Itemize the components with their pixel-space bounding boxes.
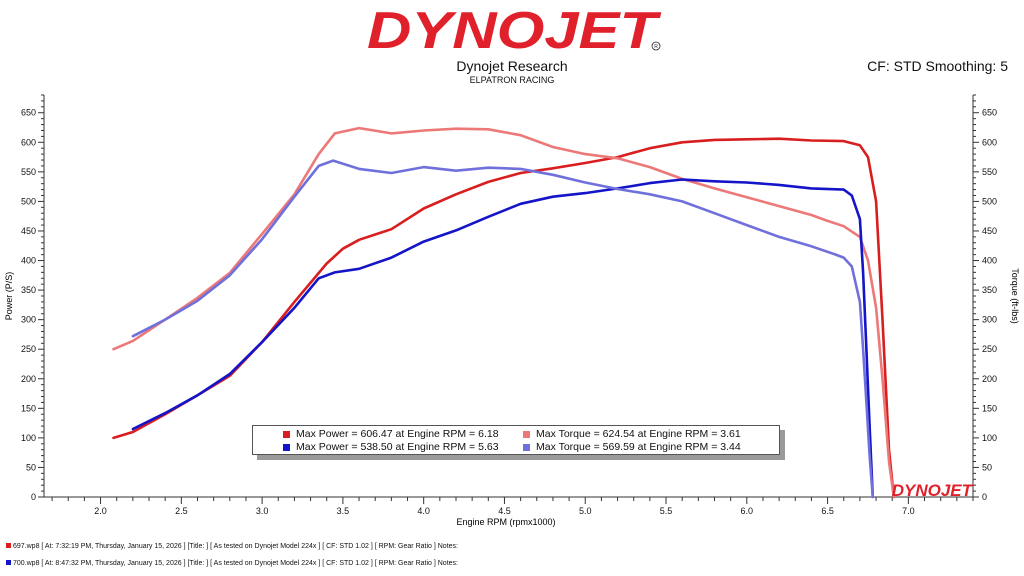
y-tick-label: 550 [21,167,36,177]
y2-tick-label: 300 [982,315,997,325]
series-line-run2-power [131,178,875,499]
logo-text: DYNOJET [367,6,662,56]
legend-label: Max Power = 538.50 at Engine RPM = 5.63 [296,441,499,453]
legend-swatch [283,443,290,451]
y-tick-label: 300 [21,315,36,325]
run-info-text: 700.wp8 [ At: 8:47:32 PM, Thursday, Janu… [13,560,458,567]
y-tick-label: 200 [21,374,36,384]
y2-tick-label: 100 [982,433,997,443]
dynojet-watermark: DYNOJET [892,481,974,500]
y-tick-label: 50 [26,462,36,472]
y-tick-label: 600 [21,137,36,147]
svg-text:R: R [654,44,658,50]
y2-tick-label: 200 [982,374,997,384]
run-info-700: 700.wp8 [ At: 8:47:32 PM, Thursday, Janu… [6,560,458,567]
y-axis-label-power: Power (P/S) [4,272,14,321]
y-tick-label: 400 [21,256,36,266]
run-info-text: 697.wp8 [ At: 7:32:19 PM, Thursday, Janu… [13,543,458,550]
dynojet-logo-graphic: DYNOJET R [367,6,662,56]
legend-item-run1-torque: Max Torque = 624.54 at Engine RPM = 3.61 [523,428,741,440]
x-tick-label: 7.0 [902,506,915,516]
y-tick-label: 150 [21,403,36,413]
x-tick-label: 6.0 [741,506,754,516]
x-tick-label: 3.5 [337,506,350,516]
run-info-697: 697.wp8 [ At: 7:32:19 PM, Thursday, Janu… [6,543,458,550]
y2-tick-label: 250 [982,344,997,354]
x-tick-label: 2.5 [175,506,188,516]
y-axis-label-torque: Torque (ft-lbs) [1010,268,1020,324]
legend-item-run1-power: Max Power = 606.47 at Engine RPM = 6.18 [283,428,499,440]
y2-tick-label: 350 [982,285,997,295]
y2-tick-label: 450 [982,226,997,236]
run-color-marker [6,560,11,565]
chart-title: Dynojet Research [456,58,568,74]
y2-tick-label: 650 [982,108,997,118]
x-tick-label: 3.0 [256,506,269,516]
y-tick-label: 650 [21,108,36,118]
legend-item-run2-power: Max Power = 538.50 at Engine RPM = 5.63 [283,441,499,453]
x-tick-label: 4.0 [417,506,430,516]
x-tick-label: 5.0 [579,506,592,516]
cf-smoothing-info: CF: STD Smoothing: 5 [867,58,1008,74]
y2-tick-label: 550 [982,167,997,177]
legend-swatch [523,443,530,451]
run-color-marker [6,543,11,548]
y-tick-label: 100 [21,433,36,443]
y2-tick-label: 500 [982,196,997,206]
y2-tick-label: 50 [982,462,992,472]
x-tick-label: 2.0 [94,506,107,516]
chart-subtitle: ELPATRON RACING [469,75,555,85]
y-tick-label: 350 [21,285,36,295]
legend-swatch [283,430,290,438]
chart-series [112,126,896,499]
series-line-run2-torque [131,159,875,499]
y-tick-label: 500 [21,196,36,206]
x-tick-label: 5.5 [660,506,673,516]
y2-tick-label: 600 [982,137,997,147]
legend-label: Max Torque = 624.54 at Engine RPM = 3.61 [536,428,741,440]
legend-swatch [523,430,530,438]
legend-label: Max Power = 606.47 at Engine RPM = 6.18 [296,428,499,440]
x-axis-label: Engine RPM (rpmx1000) [456,517,555,527]
y2-tick-label: 0 [982,492,987,502]
legend-item-run2-torque: Max Torque = 569.59 at Engine RPM = 3.44 [523,441,741,453]
x-tick-label: 6.5 [821,506,834,516]
x-tick-label: 4.5 [498,506,511,516]
y-tick-label: 250 [21,344,36,354]
y-tick-label: 0 [31,492,36,502]
y2-tick-label: 150 [982,403,997,413]
chart-axes: 2.0 2.5 3.0 3.5 4.0 4.5 5.0 5.5 6.0 6.5 7.0 0 0 50 50 1… [21,94,997,516]
y2-tick-label: 400 [982,256,997,266]
y-tick-label: 450 [21,226,36,236]
chart-legend: Max Power = 606.47 at Engine RPM = 6.18 … [252,425,780,455]
legend-label: Max Torque = 569.59 at Engine RPM = 3.44 [536,441,741,453]
series-line-run1-torque [112,126,896,499]
